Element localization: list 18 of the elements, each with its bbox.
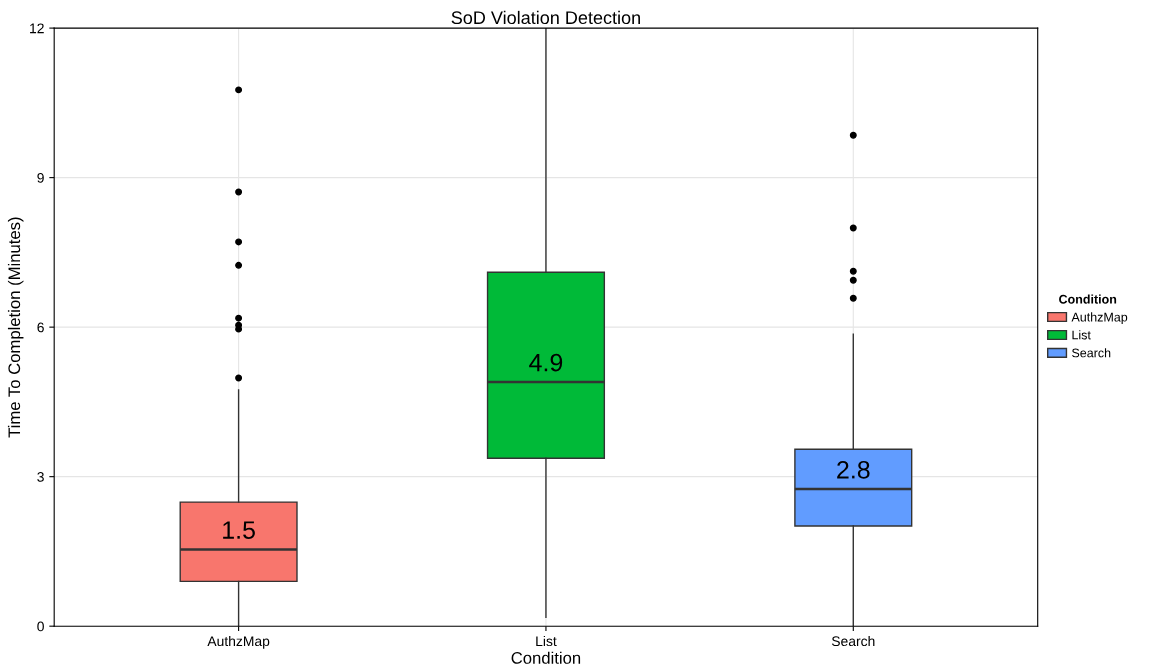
x-tick-label: Search: [831, 635, 875, 647]
y-tick-label: 9: [37, 172, 44, 183]
x-tick-label: List: [536, 635, 557, 647]
legend-title: Condition: [511, 651, 581, 664]
annotation: 2.8: [837, 460, 870, 479]
y-axis-title: Time To Completion (Minutes): [7, 217, 24, 438]
legend-label: AuthzMap: [1071, 312, 1128, 325]
y-tick-label: 3: [37, 472, 44, 482]
annotation: 4.9: [529, 353, 563, 372]
legend-label: List: [1072, 330, 1091, 340]
annotation: 1.5: [223, 521, 255, 539]
y-tick-label: 6: [37, 322, 44, 333]
y-tick-label: 0: [37, 621, 44, 632]
y-tick-label: 12: [30, 23, 44, 34]
x-axis-title: Condition: [1059, 294, 1117, 304]
legend-label: Search: [1072, 348, 1111, 358]
chart-title: SoD Violation Detection: [451, 10, 640, 25]
x-tick-label: AuthzMap: [207, 635, 270, 649]
